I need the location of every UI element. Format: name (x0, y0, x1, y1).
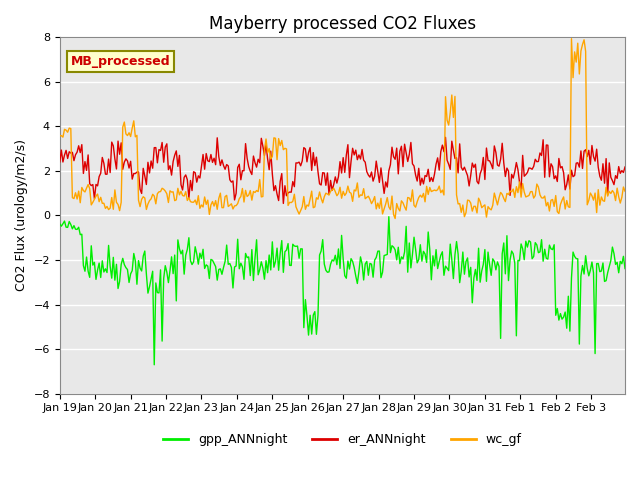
Title: Mayberry processed CO2 Fluxes: Mayberry processed CO2 Fluxes (209, 15, 476, 33)
Text: MB_processed: MB_processed (71, 55, 171, 68)
Legend: gpp_ANNnight, er_ANNnight, wc_gf: gpp_ANNnight, er_ANNnight, wc_gf (158, 429, 527, 452)
Y-axis label: CO2 Flux (urology/m2/s): CO2 Flux (urology/m2/s) (15, 140, 28, 291)
